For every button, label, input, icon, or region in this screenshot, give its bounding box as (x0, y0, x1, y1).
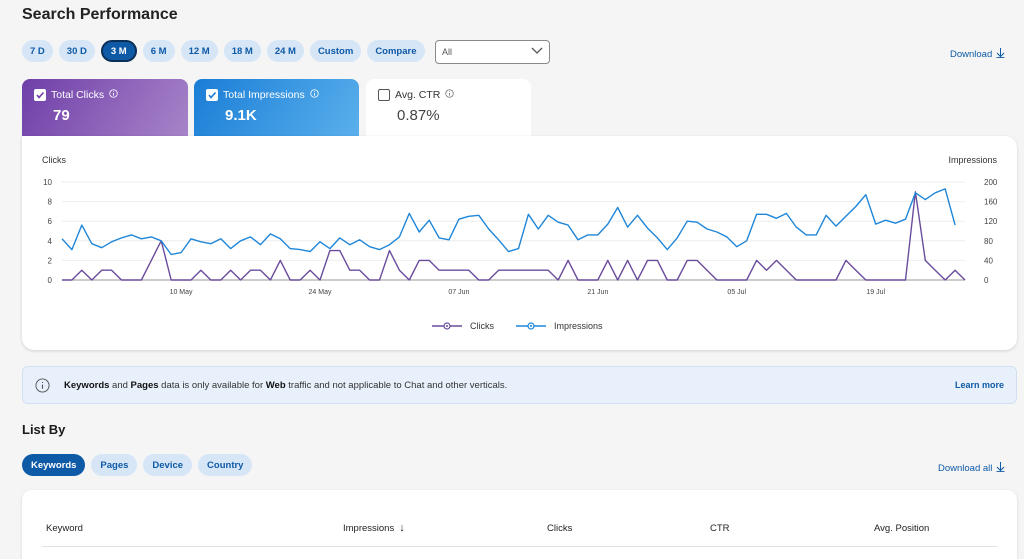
legend-label-impressions: Impressions (554, 321, 603, 331)
x-tick-label: 19 Jul (866, 289, 885, 296)
checkbox-checked-icon[interactable] (34, 89, 46, 101)
sort-desc-icon[interactable]: ↓ (399, 522, 405, 534)
chart-container: Clicks Impressions 0 0 2 40 4 80 6 120 8 160 10 200 10… (22, 136, 1017, 350)
range-3-m[interactable]: 3 M (100, 40, 137, 62)
col-impressions-label: Impressions (343, 523, 395, 534)
info-pages-text: Pages (130, 379, 159, 391)
info-text: Keywords and Pages data is only availabl… (64, 380, 507, 391)
metric-label-clicks: Total Clicks (51, 89, 105, 101)
learn-more-link[interactable]: Learn more (954, 380, 1004, 390)
y-axis-right-title: Impressions (948, 155, 997, 165)
download-icon (996, 48, 1005, 61)
download-label: Download (950, 49, 993, 60)
x-tick-label: 21 Jun (587, 289, 608, 296)
y-right-tick-label: 120 (984, 217, 998, 226)
col-impressions[interactable]: Impressions ↓ (343, 522, 405, 534)
tab-device[interactable]: Device (143, 454, 193, 476)
x-tick-label: 10 May (170, 289, 193, 296)
info-icon (109, 89, 118, 101)
tab-country[interactable]: Country (198, 454, 253, 476)
range-30-d[interactable]: 30 D (58, 40, 95, 62)
info-icon (35, 377, 50, 393)
series-line-impressions (61, 188, 956, 256)
info-keywords-text: Keywords (64, 379, 110, 391)
legend-marker-dot (446, 325, 448, 327)
x-tick-label: 07 Jun (448, 289, 469, 296)
metric-value-ctr: 0.87% (397, 107, 440, 124)
y-right-tick-label: 200 (984, 178, 998, 187)
table-divider (42, 546, 997, 547)
legend-label-clicks: Clicks (470, 321, 494, 331)
download-icon (996, 462, 1005, 475)
x-tick-label: 24 May (309, 289, 332, 296)
y-left-tick-label: 10 (43, 178, 52, 187)
col-avg-position[interactable]: Avg. Position (874, 523, 930, 534)
y-left-tick-label: 8 (48, 198, 53, 207)
metric-label-impressions: Total Impressions (223, 89, 305, 101)
checkbox-checked-icon[interactable] (206, 89, 218, 101)
info-web-text: Web (265, 379, 286, 391)
range-18-m[interactable]: 18 M (223, 40, 261, 62)
legend-marker-dot (530, 325, 532, 327)
y-left-tick-label: 4 (48, 237, 53, 246)
info-and-text: and (109, 379, 131, 391)
download-all-link[interactable]: Download all (938, 462, 1005, 475)
range-12-m[interactable]: 12 M (180, 40, 218, 62)
y-left-tick-label: 2 (48, 256, 53, 265)
metric-card-clicks[interactable]: Total Clicks 79 (22, 79, 188, 137)
metric-value-clicks: 79 (53, 107, 70, 124)
info-icon (310, 89, 319, 101)
series-line-clicks (62, 191, 966, 281)
filter-select[interactable]: All (435, 40, 550, 64)
metric-card-impressions[interactable]: Total Impressions 9.1K (194, 79, 359, 137)
range-7-d[interactable]: 7 D (22, 40, 53, 62)
range-custom[interactable]: Custom (309, 40, 362, 62)
y-right-tick-label: 0 (984, 276, 989, 285)
range-6-m[interactable]: 6 M (142, 40, 175, 62)
x-tick-label: 05 Jul (727, 289, 746, 296)
performance-chart: Clicks Impressions 0 0 2 40 4 80 6 120 8 160 10 200 10… (42, 155, 998, 331)
y-axis-left-title: Clicks (42, 155, 66, 165)
list-by-title: List By (22, 422, 66, 437)
metric-value-impressions: 9.1K (225, 107, 257, 124)
filter-select-value: All (442, 47, 453, 57)
col-keyword[interactable]: Keyword (46, 523, 83, 534)
page-title: Search Performance (22, 6, 178, 23)
download-link[interactable]: Download (950, 48, 1005, 61)
y-right-tick-label: 160 (984, 198, 998, 207)
metric-card-ctr[interactable]: Avg. CTR 0.87% (366, 79, 531, 137)
tab-keywords[interactable]: Keywords (22, 454, 86, 476)
info-mid-text: data is only available for (158, 379, 266, 391)
col-clicks[interactable]: Clicks (547, 523, 573, 534)
info-banner: Keywords and Pages data is only availabl… (22, 366, 1017, 404)
y-left-tick-label: 6 (48, 217, 53, 226)
keywords-table: Keyword Impressions ↓ Clicks CTR Avg. Po… (22, 490, 1017, 559)
checkbox-unchecked-icon[interactable] (378, 89, 390, 101)
tab-pages[interactable]: Pages (91, 454, 138, 476)
range-24-m[interactable]: 24 M (266, 40, 304, 62)
list-by-tabs: Keywords Pages Device Country (22, 454, 253, 476)
range-compare[interactable]: Compare (367, 40, 425, 62)
y-left-tick-label: 0 (48, 276, 53, 285)
metric-label-ctr: Avg. CTR (395, 89, 441, 101)
y-right-tick-label: 40 (984, 256, 993, 265)
download-all-label: Download all (938, 463, 993, 474)
col-ctr[interactable]: CTR (710, 523, 730, 534)
info-suffix-text: traffic and not applicable to Chat and o… (285, 379, 508, 391)
info-icon (445, 89, 455, 101)
chevron-down-icon (531, 47, 543, 57)
y-right-tick-label: 80 (984, 237, 993, 246)
